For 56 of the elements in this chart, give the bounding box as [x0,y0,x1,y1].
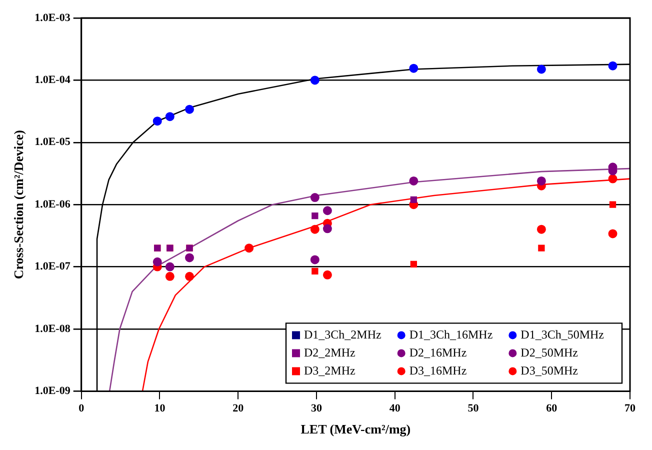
legend-label: D2_16MHz [409,345,467,360]
x-tick-label: 50 [468,402,480,415]
point [310,255,320,264]
point [536,224,546,234]
point [409,64,418,73]
y-tick-label: 1.0E-03 [34,12,71,24]
point [536,176,546,186]
point [322,206,332,216]
x-tick-label: 10 [154,402,166,415]
point [185,104,194,114]
legend-label: D2_2MHz [304,345,356,360]
y-tick-label: 1.0E-09 [34,385,71,398]
point [608,174,618,184]
point [152,257,162,266]
point [310,76,320,85]
x-tick-label: 40 [389,402,401,415]
x-axis-title: LET (MeV-cm²/mg) [300,422,411,437]
point [185,272,194,281]
point [312,212,318,220]
point [409,176,418,186]
point [608,229,618,238]
y-tick-label: 1.0E-08 [34,322,71,335]
point [165,272,174,281]
legend-label: D2_50MHz [520,345,578,360]
y-tick-label: 1.0E-04 [34,74,71,86]
x-tick-label: 70 [624,402,636,415]
legend-label: D3_50MHz [520,363,578,378]
x-tick-label: 60 [546,402,558,415]
y-axis-title: Cross-Section (cm²/Device) [11,130,26,280]
y-tick-label: 1.0E-06 [34,198,71,210]
point [608,61,618,70]
point [536,64,546,74]
point [322,270,332,280]
point [322,224,332,234]
point [310,193,320,202]
point [609,201,616,208]
legend-label: D1_3Ch_2MHz [304,327,382,342]
y-tick-label: 1.0E-07 [34,260,71,273]
point [410,260,418,268]
legend-label: D3_2MHz [304,363,356,378]
point [244,244,254,253]
legend-label: D1_3Ch_50MHz [520,327,604,342]
x-tick-label: 30 [310,402,322,415]
point [165,262,174,272]
legend-label: D3_16MHz [409,363,467,378]
x-tick-label: 0 [78,402,85,415]
point [410,196,418,204]
point [312,268,318,275]
point [185,253,194,262]
legend-label: D1_3Ch_16MHz [409,327,493,342]
y-tick-label: 1.0E-05 [34,136,71,148]
point [165,112,174,122]
point [152,116,162,126]
x-tick-label: 20 [232,402,244,415]
point [538,244,545,252]
point [310,224,320,234]
